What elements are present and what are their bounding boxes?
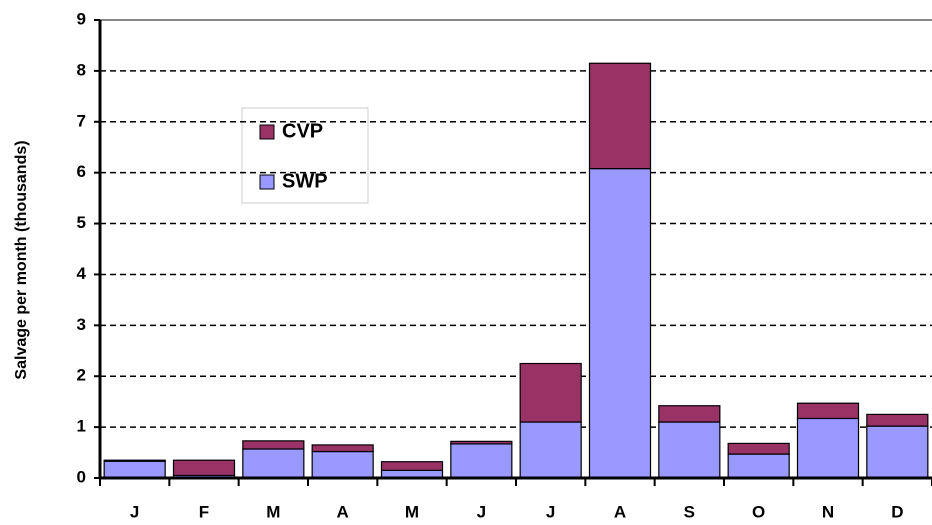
y-tick-label: 9: [77, 9, 86, 28]
x-tick-label: S: [684, 502, 695, 521]
bar-segment: [866, 425, 929, 479]
y-tick-label: 8: [77, 60, 86, 79]
x-tick-label: J: [130, 502, 139, 521]
x-tick-label: D: [891, 502, 903, 521]
x-tick-label: J: [477, 502, 486, 521]
y-tick-label: 5: [77, 213, 86, 232]
bar-segment: [242, 440, 305, 450]
bar-segment: [588, 167, 652, 479]
bar-segment: [311, 450, 374, 479]
x-tick-label: A: [337, 502, 349, 521]
bar-segment: [658, 405, 721, 423]
bar-segment: [519, 362, 582, 423]
bar-segment: [380, 461, 444, 471]
x-tick-label: N: [822, 502, 834, 521]
legend-label: SWP: [282, 170, 328, 192]
y-tick-label: 0: [77, 467, 86, 486]
legend-swatch: [259, 174, 275, 190]
bar-segment: [450, 440, 513, 445]
bar-segment: [796, 402, 860, 420]
bar-segment: [866, 413, 929, 427]
bar-segment: [727, 442, 790, 455]
bar-segment: [103, 460, 166, 479]
bar-segment: [242, 448, 305, 479]
bar-segment: [796, 417, 860, 479]
bar-segment: [450, 443, 513, 479]
bar-segment: [588, 62, 652, 170]
x-tick-label: A: [614, 502, 626, 521]
y-axis-label: Salvage per month (thousands): [13, 140, 30, 379]
bar-segment: [103, 459, 166, 462]
x-tick-label: M: [266, 502, 280, 521]
y-tick-label: 1: [77, 417, 86, 436]
legend-label: CVP: [282, 120, 323, 142]
bar-segment: [519, 421, 582, 479]
x-tick-label: J: [546, 502, 555, 521]
bar-segment: [172, 459, 236, 477]
y-tick-label: 2: [77, 366, 86, 385]
y-tick-label: 4: [77, 264, 87, 283]
y-tick-label: 3: [77, 315, 86, 334]
x-tick-label: F: [199, 502, 209, 521]
bar-segment: [658, 421, 721, 479]
x-tick-label: M: [405, 502, 419, 521]
x-tick-label: O: [752, 502, 765, 521]
y-tick-label: 7: [77, 111, 86, 130]
legend-swatch: [259, 124, 275, 140]
bar-segment: [727, 453, 790, 479]
bar-segment: [311, 444, 374, 453]
y-tick-label: 6: [77, 162, 86, 181]
